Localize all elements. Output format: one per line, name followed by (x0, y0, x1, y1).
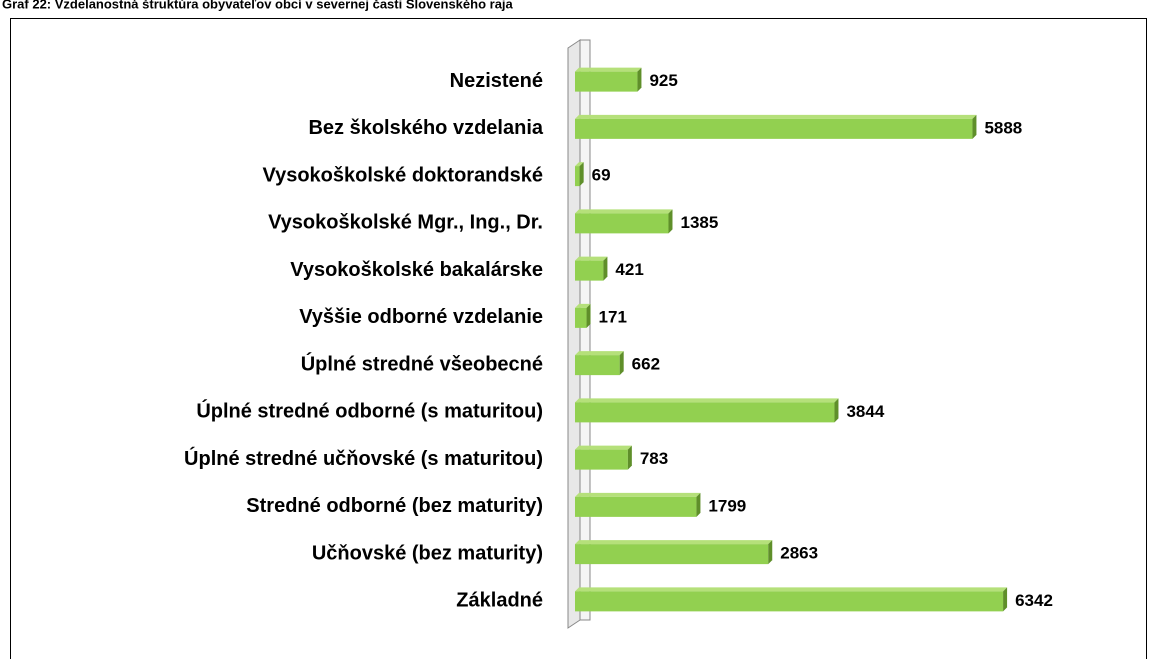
bar-top (575, 351, 624, 356)
bar (575, 496, 697, 517)
bar (575, 591, 1004, 612)
data-label: 662 (632, 355, 660, 374)
bar-top (575, 445, 632, 450)
bar-end (579, 162, 584, 187)
bar (575, 260, 604, 281)
bar-end (627, 445, 632, 470)
y-tick-label: Základné (456, 590, 543, 612)
bar-top (575, 587, 1008, 592)
bar-end (972, 114, 977, 139)
y-tick-label: Vysokoškolské bakalárske (290, 259, 543, 281)
bar-top (575, 67, 642, 72)
bar (575, 213, 669, 234)
y-tick-label: Stredné odborné (bez maturity) (246, 495, 543, 517)
chart-title: Graf 22: Vzdelanostná štruktúra obyvateľ… (2, 0, 514, 11)
y-tick-label: Učňovské (bez maturity) (312, 542, 543, 564)
bar (575, 355, 620, 376)
bar (575, 71, 638, 92)
y-tick-label: Úplné stredné odborné (s maturitou) (196, 399, 543, 423)
chart-border (10, 18, 1147, 659)
bar-top (575, 303, 591, 308)
bar-end (834, 398, 839, 423)
bar-end (586, 303, 591, 328)
bar-top (575, 398, 839, 403)
bar-top (575, 540, 773, 545)
data-label: 421 (615, 260, 643, 279)
bar-top (575, 492, 701, 497)
bar (575, 402, 835, 423)
bar-end (637, 67, 642, 92)
y-tick-label: Nezistené (450, 70, 543, 92)
y-tick-label: Bez školského vzdelania (308, 117, 543, 139)
bar-top (575, 209, 673, 214)
bar (575, 307, 587, 328)
data-label: 925 (649, 71, 677, 90)
bar-end (619, 351, 624, 376)
y-tick-label: Úplné stredné učňovské (s maturitou) (184, 446, 543, 470)
y-tick-label: Vysokoškolské Mgr., Ing., Dr. (268, 212, 543, 234)
data-label: 6342 (1015, 591, 1053, 610)
axis-wall-front (579, 39, 591, 621)
y-tick-label: Vysokoškolské doktorandské (263, 164, 544, 186)
data-label: 171 (599, 307, 627, 326)
bar-top (575, 162, 584, 167)
bar (575, 544, 769, 565)
data-label: 2863 (780, 544, 818, 563)
bar (575, 118, 973, 139)
bar-end (603, 256, 608, 281)
bar-end (768, 540, 773, 565)
y-tick-label: Úplné stredné všeobecné (301, 351, 543, 375)
bar-top (575, 256, 608, 261)
data-label: 1799 (708, 496, 746, 515)
bar-top (575, 114, 977, 119)
bar-end (668, 209, 673, 234)
y-tick-label: Vyššie odborné vzdelanie (299, 306, 543, 328)
bar (575, 166, 580, 187)
data-label: 5888 (984, 118, 1022, 137)
bar-end (696, 492, 701, 517)
data-label: 69 (592, 166, 611, 185)
data-label: 783 (640, 449, 668, 468)
bar (575, 449, 628, 470)
data-label: 1385 (680, 213, 718, 232)
data-label: 3844 (846, 402, 884, 421)
bar-end (1003, 587, 1008, 612)
